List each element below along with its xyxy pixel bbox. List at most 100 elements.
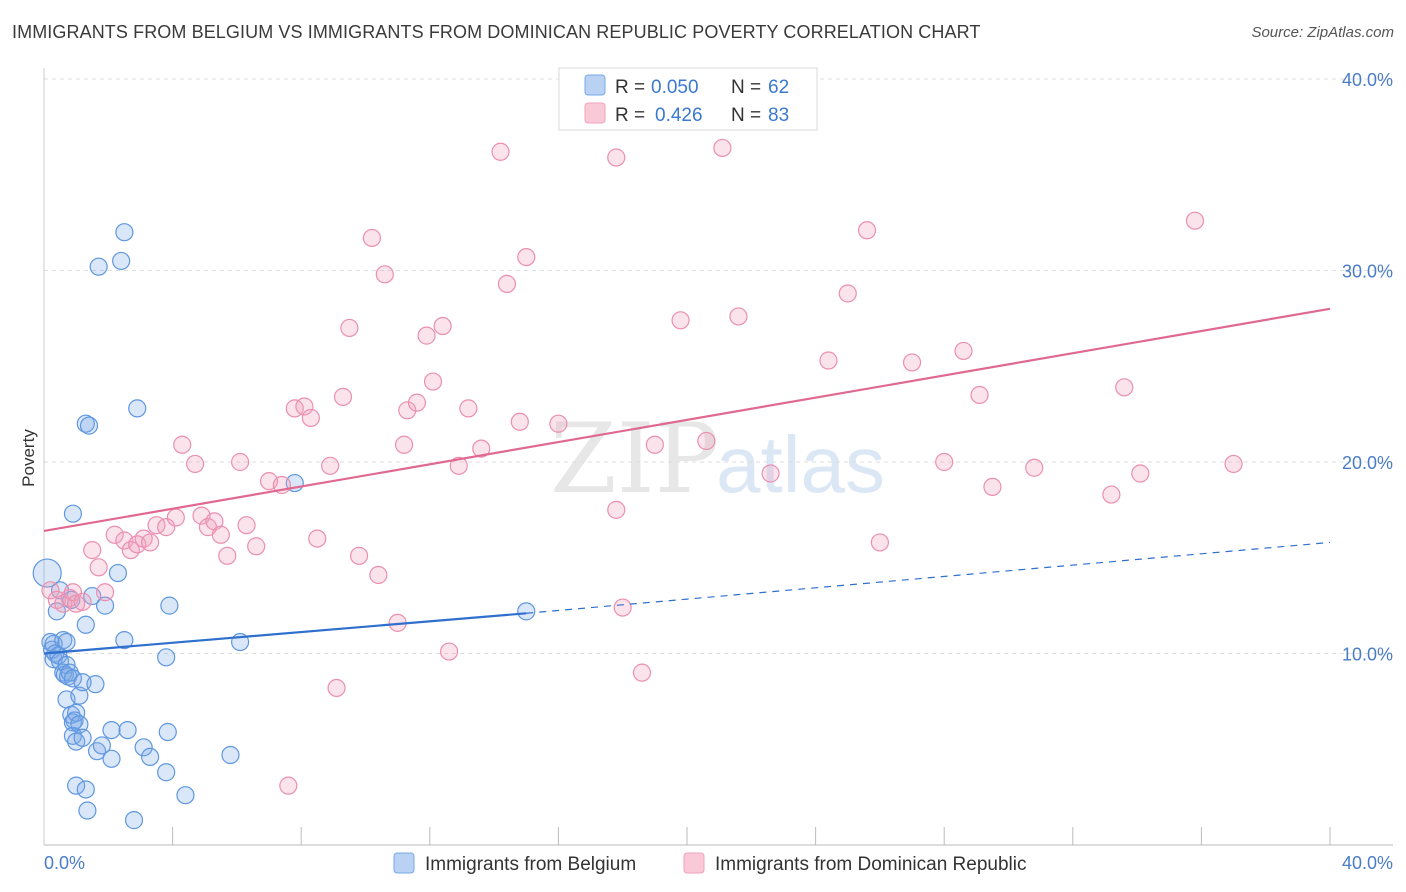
legend-n-value-pink: 83 xyxy=(768,105,789,126)
y-axis-title: Poverty xyxy=(19,429,38,487)
dominican-point xyxy=(902,353,922,372)
legend-r-label-blue: R = xyxy=(615,77,645,98)
legend-swatch-blue xyxy=(584,74,606,96)
dominican-point xyxy=(73,592,92,611)
source-label: Source: ZipAtlas.com xyxy=(1251,24,1394,41)
dominican-point xyxy=(247,537,266,556)
dominican-point xyxy=(497,274,517,294)
dominican-point xyxy=(459,399,478,418)
dominican-point xyxy=(472,439,491,458)
belgium-point xyxy=(76,414,95,433)
legend-r-label-pink: R = xyxy=(615,105,645,126)
belgium-points xyxy=(32,223,536,830)
dominican-point xyxy=(970,385,989,405)
dominican-point xyxy=(398,401,417,420)
y-tick-label-30: 30.0% xyxy=(1342,262,1393,282)
legend-bottom-label-dominican: Immigrants from Dominican Republic xyxy=(715,854,1027,875)
dominican-point xyxy=(333,387,353,406)
belgium-point xyxy=(60,663,79,682)
legend-n-value-blue: 62 xyxy=(768,77,789,98)
dominican-point xyxy=(369,565,388,585)
dominican-point xyxy=(510,412,529,431)
belgium-point xyxy=(78,801,97,820)
belgium-trend-line xyxy=(43,612,527,655)
belgium-point xyxy=(73,728,92,747)
belgium-point xyxy=(134,738,153,757)
dominican-point xyxy=(607,148,626,167)
dominican-point xyxy=(697,431,716,451)
belgium-point xyxy=(160,596,179,615)
chart-title: IMMIGRANTS FROM BELGIUM VS IMMIGRANTS FR… xyxy=(12,22,981,42)
dominican-point xyxy=(671,311,690,330)
dominican-point xyxy=(67,594,86,613)
dominican-trend-line xyxy=(43,307,1331,533)
dominican-point xyxy=(1115,378,1134,397)
belgium-point xyxy=(70,686,89,705)
belgium-point xyxy=(157,763,176,782)
dominican-point xyxy=(63,583,83,602)
dominican-point xyxy=(173,435,192,454)
legend-swatch-pink xyxy=(584,102,606,124)
belgium-point xyxy=(157,648,176,667)
dominican-point xyxy=(321,456,340,475)
belgium-point xyxy=(158,722,177,742)
dominican-point xyxy=(423,372,443,391)
legend-n-label-pink: N = xyxy=(731,105,761,126)
dominican-point xyxy=(761,464,780,483)
dominican-point xyxy=(1131,464,1150,483)
watermark-zip: ZIP xyxy=(550,403,719,515)
dominican-point xyxy=(41,581,60,600)
legend-bottom-swatch-belgium xyxy=(393,852,415,874)
belgium-point xyxy=(95,596,115,615)
belgium-point xyxy=(112,251,131,271)
dominican-point xyxy=(517,247,536,267)
dominican-point xyxy=(983,477,1002,496)
belgium-point xyxy=(517,602,536,621)
belgium-point xyxy=(76,615,95,634)
dominican-point xyxy=(607,500,626,519)
dominican-point xyxy=(613,598,632,617)
dominican-points xyxy=(41,138,1243,795)
legend-r-value-pink: 0.426 xyxy=(655,105,703,126)
belgium-point xyxy=(87,742,107,761)
y-tick-labels: 10.0% 20.0% 30.0% 40.0% xyxy=(1342,70,1393,665)
dominican-point xyxy=(713,138,732,158)
dominican-point xyxy=(218,546,237,565)
dominican-point xyxy=(140,533,160,552)
legend-n-label-blue: N = xyxy=(731,77,761,98)
dominican-point xyxy=(237,516,256,535)
trend-lines xyxy=(43,307,1331,655)
dominican-point xyxy=(549,414,568,433)
dominican-point xyxy=(870,533,890,552)
dominican-point xyxy=(186,454,205,474)
belgium-point xyxy=(115,223,134,242)
belgium-point xyxy=(102,720,121,740)
belgium-point xyxy=(76,780,95,799)
dominican-point xyxy=(375,265,394,284)
dominican-point xyxy=(729,307,748,326)
dominican-point xyxy=(1102,485,1121,504)
belgium-trend-extension xyxy=(526,541,1331,614)
dominican-point xyxy=(1185,211,1205,230)
dominican-point xyxy=(340,318,359,338)
dominican-point xyxy=(857,221,877,240)
dominican-point xyxy=(632,663,652,682)
dominican-point xyxy=(819,351,838,370)
belgium-point xyxy=(67,703,86,722)
watermark-atlas: atlas xyxy=(716,420,885,509)
legend-bottom-swatch-dominican xyxy=(683,852,705,874)
dominican-point xyxy=(439,642,459,661)
belgium-point xyxy=(128,399,147,418)
belgium-point xyxy=(118,720,137,740)
x-tick-label-max: 40.0% xyxy=(1342,853,1393,873)
dominican-point xyxy=(279,776,298,795)
dominican-point xyxy=(157,518,176,537)
dominican-point xyxy=(491,142,510,161)
series-legend: Immigrants from Belgium Immigrants from … xyxy=(393,852,1027,875)
dominican-point xyxy=(449,456,468,475)
x-tick-label-min: 0.0% xyxy=(44,853,85,873)
belgium-point xyxy=(140,747,160,767)
belgium-point xyxy=(221,745,240,765)
belgium-point xyxy=(89,257,108,276)
